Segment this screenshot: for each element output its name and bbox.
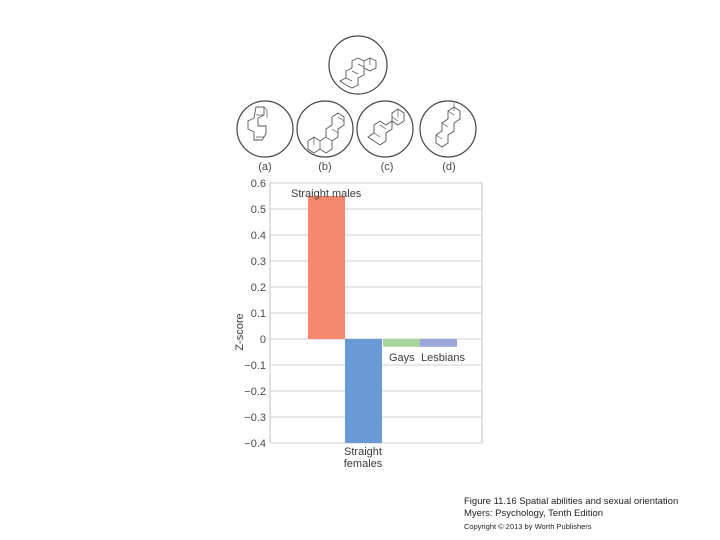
bar-labels: Straight males Straight females Gays Lesbian… xyxy=(291,188,466,470)
bar-straight-females xyxy=(345,339,382,443)
bar-lesbians xyxy=(420,339,457,347)
y-tick-label: 0.1 xyxy=(251,308,266,320)
caption-source: Myers: Psychology, Tenth Edition xyxy=(464,508,604,519)
y-tick-label: −0.2 xyxy=(244,386,266,398)
bar-label-lesbians: Lesbians xyxy=(421,352,466,364)
choice-circle-c xyxy=(356,100,414,158)
y-axis-title: Z-score xyxy=(234,313,246,350)
z-score-bar-chart: 0.6 0.5 0.4 0.3 0.2 0.1 0 −0.1 −0.2 −0.3 −0.4 Stra… xyxy=(234,178,483,470)
y-tick-label: 0.3 xyxy=(251,256,266,268)
caption-copyright: Copyright © 2013 by Worth Publishers xyxy=(464,522,592,531)
panel-label-b: (b) xyxy=(318,161,331,173)
y-tick-label: 0.2 xyxy=(251,282,266,294)
bar-gays xyxy=(383,339,420,347)
y-tick-label: −0.1 xyxy=(244,360,266,372)
y-tick-label: 0.4 xyxy=(251,230,266,242)
choice-circle-a xyxy=(236,100,294,158)
y-tick-labels: 0.6 0.5 0.4 0.3 0.2 0.1 0 −0.1 −0.2 −0.3 −0.4 xyxy=(244,178,266,450)
bar-straight-males xyxy=(308,196,345,339)
bar-label-straight-males: Straight males xyxy=(291,188,362,200)
mental-rotation-figure: (a) (b) (c) (d) xyxy=(236,35,477,173)
panel-label-a: (a) xyxy=(258,161,271,173)
choice-circle-d xyxy=(419,100,477,158)
y-tick-label: −0.4 xyxy=(244,438,266,450)
y-tick-label: 0.5 xyxy=(251,204,266,216)
y-tick-label: 0.6 xyxy=(251,178,266,190)
panel-label-c: (c) xyxy=(381,161,394,173)
bar-label-gays: Gays xyxy=(389,352,415,364)
figure-caption: Figure 11.16 Spatial abilities and sexua… xyxy=(464,496,714,534)
panel-label-d: (d) xyxy=(442,161,455,173)
choice-circle-b xyxy=(296,100,354,158)
y-tick-label: −0.3 xyxy=(244,412,266,424)
target-circle xyxy=(328,35,388,95)
y-tick-label: 0 xyxy=(260,334,266,346)
caption-title: Figure 11.16 Spatial abilities and sexua… xyxy=(464,496,679,507)
bar-label-straight-females: Straight females xyxy=(344,446,383,470)
bars xyxy=(308,196,457,443)
